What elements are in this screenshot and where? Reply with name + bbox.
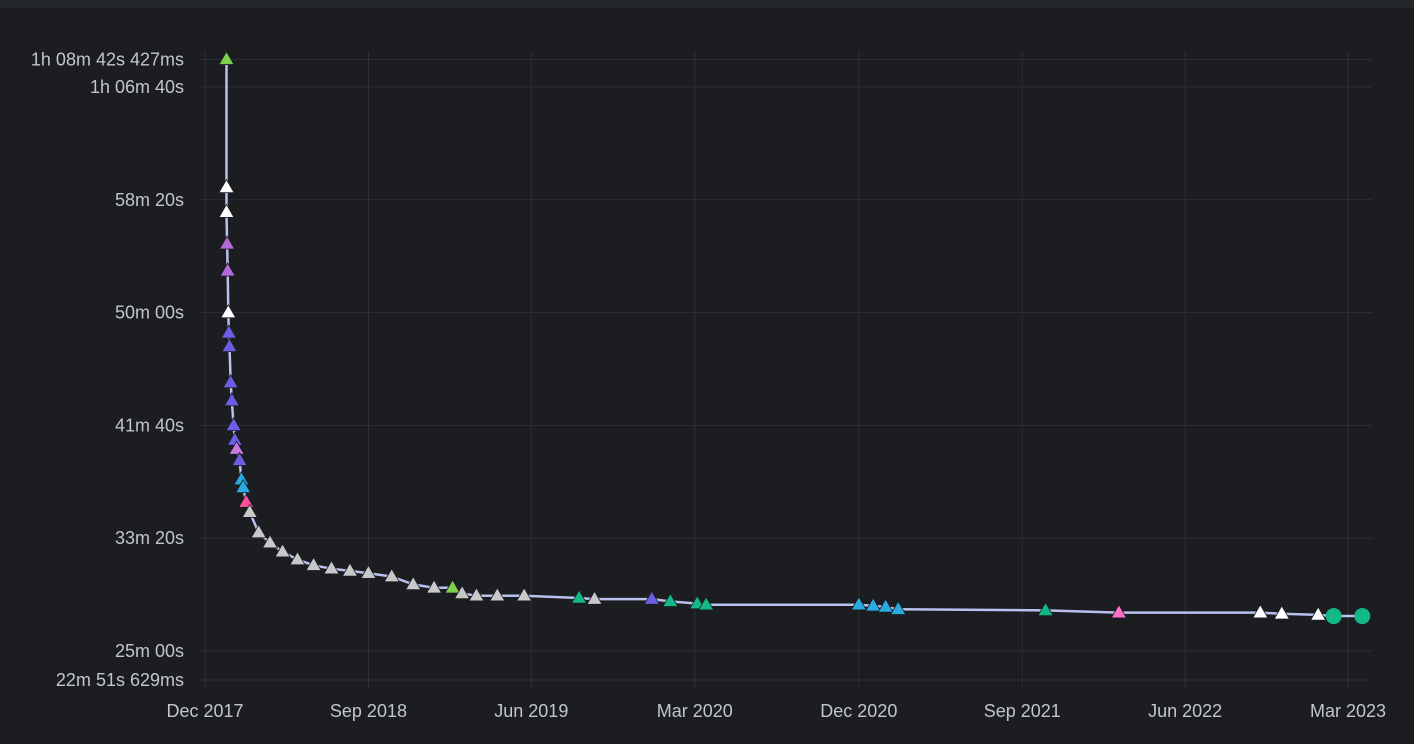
data-point: [274, 543, 291, 558]
y-tick-label: 41m 40s: [115, 415, 184, 435]
x-tick-label: Jun 2022: [1148, 701, 1222, 721]
series-line: [225, 59, 1363, 618]
x-tick-label: Mar 2020: [657, 701, 733, 721]
data-point: [468, 587, 485, 602]
data-point: [1354, 608, 1371, 625]
data-point: [261, 534, 279, 549]
data-point: [222, 373, 239, 389]
data-point: [234, 478, 252, 494]
y-tick-label: 50m 00s: [115, 303, 184, 323]
data-point: [289, 551, 306, 566]
y-tick-label: 22m 51s 629ms: [56, 670, 184, 690]
data-point: [221, 337, 238, 353]
data-point: [586, 590, 603, 605]
data-point: [383, 567, 400, 583]
data-point: [444, 579, 461, 594]
data-point: [223, 391, 241, 407]
data-point: [890, 600, 907, 615]
data-point: [225, 416, 242, 431]
data-point: [218, 203, 235, 218]
data-point: [850, 596, 868, 611]
data-point: [323, 560, 340, 575]
data-point: [453, 584, 471, 600]
x-tick-label: Jun 2019: [494, 701, 568, 721]
data-point: [360, 564, 377, 579]
data-point: [218, 50, 235, 65]
data-point: [241, 503, 258, 518]
data-point: [218, 178, 235, 193]
data-point: [489, 587, 506, 602]
data-point: [341, 562, 359, 577]
y-tick-label: 25m 00s: [115, 641, 184, 661]
data-point: [220, 303, 237, 319]
y-tick-label: 1h 08m 42s 427ms: [31, 49, 184, 69]
data-point: [570, 589, 588, 604]
data-point: [697, 596, 715, 611]
x-tick-label: Dec 2020: [820, 701, 897, 721]
data-point: [864, 597, 882, 612]
data-point: [228, 440, 245, 455]
data-point: [1037, 601, 1054, 616]
top-bar: [0, 0, 1414, 8]
data-point: [1273, 605, 1290, 620]
data-point: [231, 451, 248, 466]
y-tick-label: 33m 20s: [115, 528, 184, 548]
data-point: [226, 431, 244, 446]
data-point: [643, 590, 661, 605]
data-point: [405, 575, 422, 591]
data-point: [1309, 606, 1327, 621]
data-point: [662, 592, 679, 607]
x-tick-label: Sep 2021: [984, 701, 1061, 721]
data-point: [250, 523, 267, 539]
data-point: [1325, 608, 1342, 625]
data-point: [1110, 604, 1128, 619]
data-point: [1252, 604, 1269, 619]
data-point: [515, 587, 533, 602]
y-tick-label: 58m 20s: [115, 190, 184, 210]
y-tick-label: 1h 06m 40s: [90, 77, 184, 97]
data-point: [305, 556, 322, 571]
x-tick-label: Mar 2023: [1310, 701, 1386, 721]
data-point: [219, 262, 236, 277]
data-point: [425, 579, 443, 594]
data-point: [220, 324, 238, 339]
x-tick-label: Dec 2017: [166, 701, 243, 721]
x-tick-label: Sep 2018: [330, 701, 407, 721]
data-point: [218, 235, 236, 250]
data-point: [877, 598, 894, 613]
data-point: [237, 493, 255, 508]
